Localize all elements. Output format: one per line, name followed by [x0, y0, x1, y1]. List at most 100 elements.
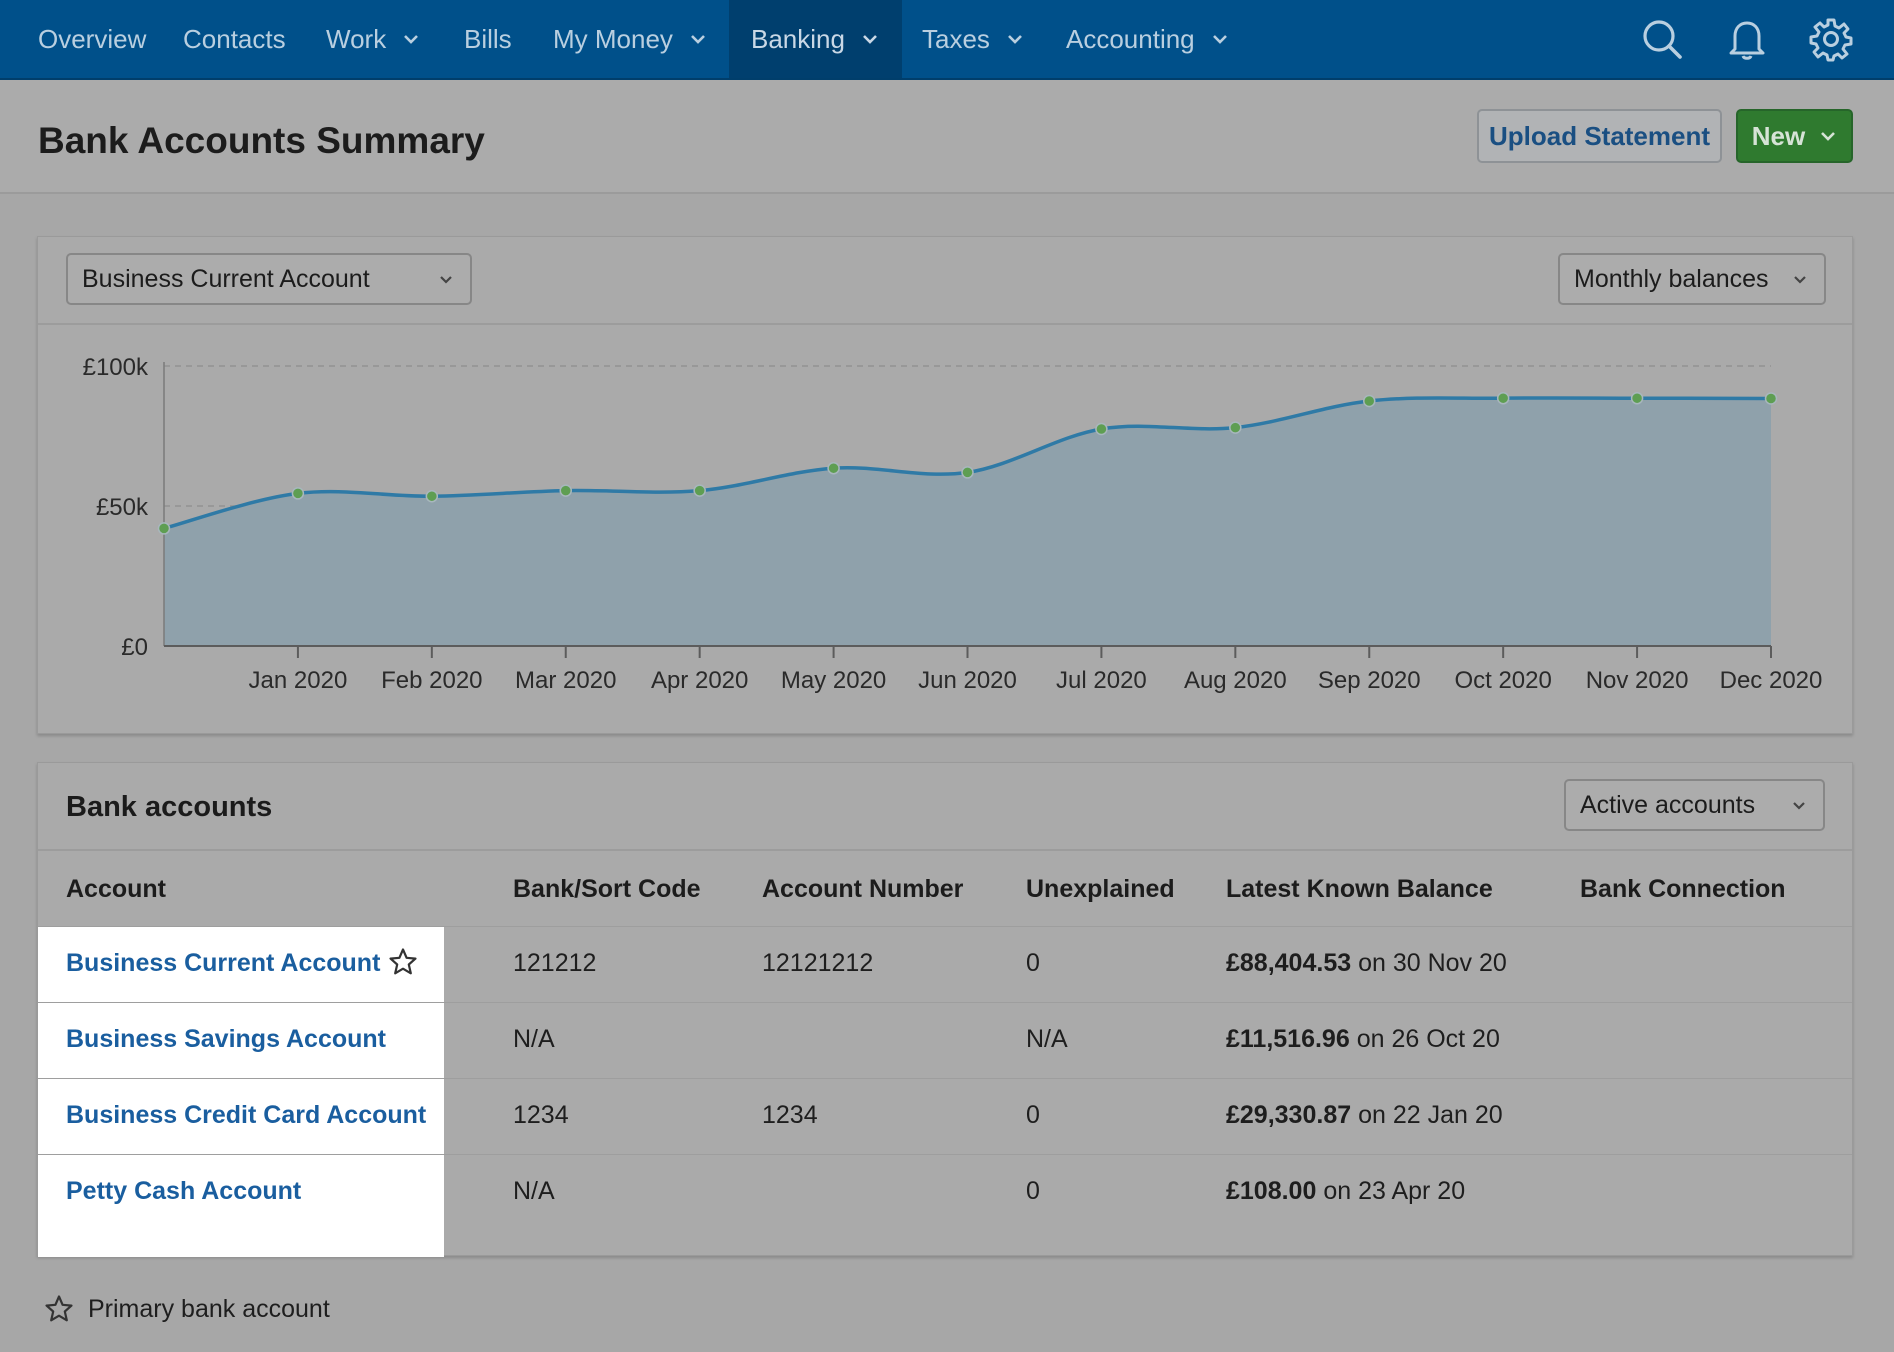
x-tick-label: May 2020	[781, 667, 886, 694]
x-tick-label: Aug 2020	[1184, 667, 1287, 694]
x-tick-label: Nov 2020	[1586, 667, 1689, 694]
period-select-value: Monthly balances	[1574, 264, 1769, 293]
page-title: Bank Accounts Summary	[38, 120, 485, 161]
upload-statement-button[interactable]: Upload Statement	[1477, 109, 1722, 163]
column-header-bank-connection[interactable]: Bank Connection	[1580, 875, 1786, 903]
legend-label: Primary bank account	[88, 1294, 330, 1323]
chevron-down-icon	[863, 35, 877, 44]
balance-date: on 26 Oct 20	[1356, 1025, 1500, 1053]
new-button[interactable]: New	[1736, 109, 1853, 163]
latest-balance-cell: £88,404.53 on 30 Nov 20	[1226, 949, 1507, 978]
account-status-filter[interactable]: Active accounts	[1564, 779, 1825, 831]
column-header-unexplained[interactable]: Unexplained	[1026, 875, 1175, 903]
account-link-petty-cash[interactable]: Petty Cash Account	[66, 1177, 302, 1205]
unexplained-cell: N/A	[1026, 1025, 1068, 1053]
balance-chart-panel: Business Current Account Monthly balance…	[37, 236, 1853, 734]
x-tick-label: Jan 2020	[249, 667, 348, 694]
nav-item-my-money[interactable]: My Money	[553, 0, 707, 78]
column-header-account-number[interactable]: Account Number	[762, 875, 964, 903]
star-icon	[45, 1295, 73, 1322]
balance-date: on 30 Nov 20	[1358, 949, 1507, 977]
data-point	[425, 489, 439, 503]
account-select[interactable]: Business Current Account	[66, 253, 472, 305]
row-divider	[38, 926, 1852, 927]
account-number-cell: 1234	[762, 1101, 818, 1129]
balance-amount: £11,516.96	[1226, 1025, 1350, 1053]
nav-item-label: Contacts	[183, 23, 286, 54]
x-tick-label: Sep 2020	[1318, 667, 1421, 694]
balance-area-chart: £0 £50k £100k Jan 2020 Feb 2020 Mar 2020 Apr 2…	[83, 354, 1823, 694]
data-point	[1496, 391, 1510, 405]
y-tick-label: £50k	[96, 494, 149, 521]
x-tick-label: Jul 2020	[1056, 667, 1147, 694]
sort-code-cell: N/A	[513, 1177, 555, 1205]
chevron-down-icon	[1212, 35, 1227, 44]
account-select-value: Business Current Account	[82, 264, 370, 293]
account-status-filter-value: Active accounts	[1580, 790, 1756, 819]
account-link-business-savings[interactable]: Business Savings Account	[66, 1025, 386, 1053]
data-point	[1229, 421, 1242, 434]
new-button-label: New	[1751, 120, 1806, 151]
nav-item-label: Bills	[464, 23, 512, 54]
nav-item-taxes[interactable]: Taxes	[922, 0, 1024, 78]
data-point	[961, 466, 974, 479]
primary-account-legend: Primary bank account	[44, 1294, 330, 1324]
data-point	[291, 487, 305, 500]
data-point	[1095, 422, 1108, 436]
nav-item-accounting[interactable]: Accounting	[1066, 0, 1229, 78]
y-tick-label: £0	[121, 634, 148, 661]
column-header-latest-balance[interactable]: Latest Known Balance	[1226, 875, 1493, 903]
account-link-business-credit-card[interactable]: Business Credit Card Account	[66, 1101, 427, 1129]
row-divider	[38, 1002, 1852, 1003]
nav-item-bills[interactable]: Bills	[464, 0, 512, 78]
column-header-account[interactable]: Account	[66, 875, 166, 903]
nav-item-label: Overview	[38, 23, 147, 54]
x-tick-label: Oct 2020	[1454, 667, 1551, 694]
page-header: Bank Accounts Summary Upload Statement N…	[0, 80, 1894, 194]
bell-icon[interactable]	[1724, 16, 1770, 62]
chevron-down-icon	[404, 35, 419, 44]
balance-amount: £88,404.53	[1226, 949, 1352, 977]
data-point	[1363, 394, 1376, 408]
data-point	[693, 484, 706, 497]
y-tick-label: £100k	[83, 354, 149, 381]
account-number-cell: 12121212	[762, 949, 874, 977]
sort-code-cell: N/A	[513, 1025, 555, 1053]
divider	[38, 849, 1852, 851]
nav-item-overview[interactable]: Overview	[38, 0, 146, 78]
gear-icon[interactable]	[1808, 16, 1854, 62]
x-tick-label: Jun 2020	[918, 667, 1017, 694]
latest-balance-cell: £29,330.87 on 22 Jan 20	[1226, 1101, 1503, 1130]
chevron-down-icon	[440, 276, 452, 284]
x-tick-label: Mar 2020	[515, 667, 616, 694]
nav-item-label: Accounting	[1066, 23, 1195, 54]
search-icon[interactable]	[1639, 16, 1685, 62]
nav-item-label: Taxes	[922, 23, 990, 54]
chevron-down-icon	[1008, 35, 1022, 44]
column-header-sort-code[interactable]: Bank/Sort Code	[513, 875, 701, 903]
divider	[38, 323, 1852, 325]
primary-star-icon[interactable]	[388, 947, 418, 977]
latest-balance-cell: £11,516.96 on 26 Oct 20	[1226, 1025, 1500, 1054]
account-name-highlight	[38, 927, 444, 1257]
unexplained-cell: 0	[1026, 1177, 1040, 1205]
x-tick-label: Feb 2020	[381, 667, 482, 694]
bank-accounts-panel: Bank accounts Active accounts Account Ba…	[37, 762, 1853, 1257]
account-link-business-current[interactable]: Business Current Account	[66, 949, 381, 977]
nav-item-label: Banking	[751, 23, 845, 54]
data-point	[1630, 391, 1644, 405]
nav-item-contacts[interactable]: Contacts	[183, 0, 286, 78]
row-divider	[38, 1078, 1852, 1079]
balance-amount: £108.00	[1226, 1177, 1317, 1205]
nav-item-banking[interactable]: Banking	[729, 0, 902, 78]
chevron-down-icon	[691, 35, 705, 44]
data-point	[559, 484, 572, 497]
sort-code-cell: 1234	[513, 1101, 569, 1129]
chevron-down-icon	[1794, 276, 1806, 284]
chevron-down-icon	[1821, 132, 1836, 141]
unexplained-cell: 0	[1026, 1101, 1040, 1129]
period-select[interactable]: Monthly balances	[1558, 253, 1826, 305]
nav-item-label: Work	[326, 23, 387, 54]
nav-item-work[interactable]: Work	[326, 0, 420, 78]
latest-balance-cell: £108.00 on 23 Apr 20	[1226, 1177, 1465, 1206]
